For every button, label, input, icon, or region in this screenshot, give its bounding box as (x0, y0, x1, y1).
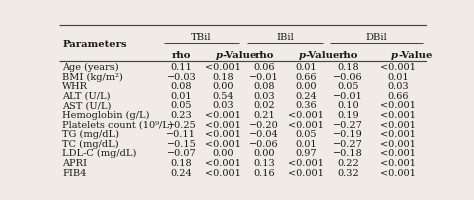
Text: FIB4: FIB4 (62, 168, 87, 177)
Text: 0.00: 0.00 (212, 82, 234, 91)
Text: -Value: -Value (223, 50, 257, 59)
Text: <0.001: <0.001 (205, 158, 241, 167)
Text: p: p (299, 50, 306, 59)
Text: <0.001: <0.001 (205, 129, 241, 138)
Text: <0.001: <0.001 (380, 168, 416, 177)
Text: −0.25: −0.25 (166, 120, 196, 129)
Text: −0.27: −0.27 (333, 139, 363, 148)
Text: 0.01: 0.01 (387, 72, 409, 81)
Text: 0.08: 0.08 (253, 82, 275, 91)
Text: 0.24: 0.24 (171, 168, 192, 177)
Text: 0.03: 0.03 (253, 91, 275, 100)
Text: −0.06: −0.06 (249, 139, 279, 148)
Text: BMI (kg/m²): BMI (kg/m²) (62, 72, 123, 81)
Text: IBil: IBil (276, 33, 294, 42)
Text: −0.27: −0.27 (333, 120, 363, 129)
Text: 0.06: 0.06 (253, 63, 275, 72)
Text: 0.18: 0.18 (337, 63, 359, 72)
Text: −0.20: −0.20 (249, 120, 279, 129)
Text: <0.001: <0.001 (380, 139, 416, 148)
Text: 0.05: 0.05 (171, 101, 192, 110)
Text: 0.19: 0.19 (337, 110, 359, 119)
Text: p: p (216, 50, 223, 59)
Text: 0.97: 0.97 (295, 149, 317, 158)
Text: TBil: TBil (191, 33, 212, 42)
Text: 0.02: 0.02 (253, 101, 275, 110)
Text: TC (mg/dL): TC (mg/dL) (62, 139, 119, 148)
Text: <0.001: <0.001 (205, 139, 241, 148)
Text: APRI: APRI (62, 158, 87, 167)
Text: <0.001: <0.001 (205, 63, 241, 72)
Text: WHR: WHR (62, 82, 88, 91)
Text: −0.19: −0.19 (333, 129, 363, 138)
Text: −0.11: −0.11 (166, 129, 196, 138)
Text: rho: rho (172, 50, 191, 59)
Text: 0.21: 0.21 (253, 110, 275, 119)
Text: <0.001: <0.001 (380, 158, 416, 167)
Text: <0.001: <0.001 (380, 63, 416, 72)
Text: Hemoglobin (g/L): Hemoglobin (g/L) (62, 110, 150, 119)
Text: -Value: -Value (306, 50, 340, 59)
Text: 0.01: 0.01 (295, 139, 317, 148)
Text: −0.01: −0.01 (333, 91, 363, 100)
Text: 0.05: 0.05 (295, 129, 317, 138)
Text: 0.24: 0.24 (295, 91, 317, 100)
Text: <0.001: <0.001 (380, 149, 416, 158)
Text: −0.15: −0.15 (166, 139, 196, 148)
Text: Platelets count (10⁹/L): Platelets count (10⁹/L) (62, 120, 173, 129)
Text: p: p (391, 50, 398, 59)
Text: <0.001: <0.001 (380, 101, 416, 110)
Text: -Value: -Value (398, 50, 432, 59)
Text: <0.001: <0.001 (380, 129, 416, 138)
Text: Parameters: Parameters (62, 40, 127, 48)
Text: ALT (U/L): ALT (U/L) (62, 91, 111, 100)
Text: 0.01: 0.01 (295, 63, 317, 72)
Text: 0.01: 0.01 (171, 91, 192, 100)
Text: <0.001: <0.001 (288, 168, 324, 177)
Text: 0.00: 0.00 (212, 149, 234, 158)
Text: rho: rho (255, 50, 274, 59)
Text: 0.00: 0.00 (253, 149, 275, 158)
Text: 0.32: 0.32 (337, 168, 359, 177)
Text: 0.10: 0.10 (337, 101, 359, 110)
Text: <0.001: <0.001 (288, 158, 324, 167)
Text: <0.001: <0.001 (380, 120, 416, 129)
Text: <0.001: <0.001 (288, 110, 324, 119)
Text: −0.07: −0.07 (166, 149, 196, 158)
Text: 0.23: 0.23 (171, 110, 192, 119)
Text: 0.13: 0.13 (253, 158, 275, 167)
Text: −0.18: −0.18 (333, 149, 363, 158)
Text: 0.03: 0.03 (387, 82, 409, 91)
Text: −0.03: −0.03 (166, 72, 196, 81)
Text: TG (mg/dL): TG (mg/dL) (62, 129, 119, 138)
Text: 0.66: 0.66 (295, 72, 317, 81)
Text: <0.001: <0.001 (205, 120, 241, 129)
Text: <0.001: <0.001 (205, 110, 241, 119)
Text: rho: rho (338, 50, 358, 59)
Text: <0.001: <0.001 (205, 168, 241, 177)
Text: 0.36: 0.36 (295, 101, 317, 110)
Text: 0.16: 0.16 (253, 168, 275, 177)
Text: 0.22: 0.22 (337, 158, 359, 167)
Text: 0.54: 0.54 (212, 91, 234, 100)
Text: 0.05: 0.05 (337, 82, 359, 91)
Text: 0.18: 0.18 (171, 158, 192, 167)
Text: <0.001: <0.001 (288, 120, 324, 129)
Text: −0.06: −0.06 (333, 72, 363, 81)
Text: 0.03: 0.03 (212, 101, 234, 110)
Text: 0.11: 0.11 (171, 63, 192, 72)
Text: Age (years): Age (years) (62, 63, 119, 72)
Text: 0.66: 0.66 (387, 91, 409, 100)
Text: −0.04: −0.04 (249, 129, 279, 138)
Text: DBil: DBil (366, 33, 388, 42)
Text: −0.01: −0.01 (249, 72, 279, 81)
Text: 0.18: 0.18 (212, 72, 234, 81)
Text: 0.08: 0.08 (171, 82, 192, 91)
Text: AST (U/L): AST (U/L) (62, 101, 111, 110)
Text: 0.00: 0.00 (295, 82, 317, 91)
Text: LDL-C (mg/dL): LDL-C (mg/dL) (62, 149, 137, 158)
Text: <0.001: <0.001 (380, 110, 416, 119)
